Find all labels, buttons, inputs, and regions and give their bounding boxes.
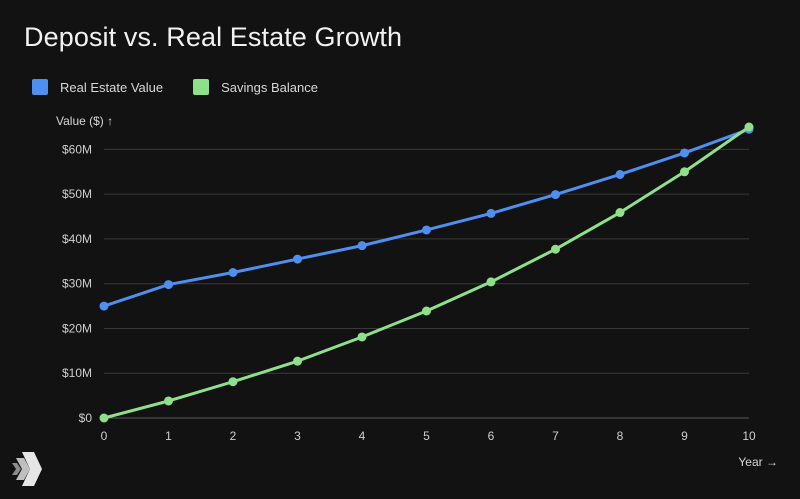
chart-title: Deposit vs. Real Estate Growth (24, 22, 403, 52)
y-tick-label: $30M (62, 277, 92, 291)
data-point-savings (228, 377, 238, 387)
x-tick-label: 5 (423, 429, 430, 443)
x-axis-label: Year → (738, 455, 778, 469)
legend: Real Estate Value Savings Balance (32, 79, 348, 95)
data-point-savings (99, 413, 109, 423)
data-point-savings (551, 244, 560, 254)
legend-label-savings: Savings Balance (221, 79, 318, 95)
data-point-real-estate (164, 280, 173, 290)
logo-icon (12, 452, 42, 486)
x-tick-label: 2 (230, 429, 237, 443)
legend-swatch-real-estate (32, 79, 48, 95)
x-tick-label: 9 (681, 429, 688, 443)
legend-swatch-savings (193, 79, 210, 95)
legend-item-real-estate: Real Estate Value (32, 79, 163, 95)
data-point-real-estate (615, 169, 625, 179)
y-tick-label: $50M (62, 187, 92, 201)
legend-item-savings: Savings Balance (193, 79, 318, 95)
data-point-savings (422, 306, 431, 316)
x-tick-label: 0 (101, 429, 108, 443)
y-tick-label: $60M (62, 142, 92, 156)
data-point-savings (357, 332, 367, 342)
series-line-real-estate (102, 127, 751, 308)
data-point-real-estate (357, 241, 367, 251)
data-point-savings (680, 167, 689, 177)
x-tick-label: 3 (294, 429, 301, 443)
x-tick-label: 1 (165, 429, 172, 443)
legend-label-real-estate: Real Estate Value (60, 79, 164, 95)
x-tick-label: 7 (552, 429, 559, 443)
y-tick-label: $20M (62, 321, 92, 335)
series-line-savings (102, 125, 751, 420)
data-point-savings (164, 396, 173, 406)
data-point-real-estate (422, 225, 431, 235)
data-point-real-estate (228, 268, 238, 277)
data-point-savings (486, 277, 496, 287)
x-tick-label: 4 (359, 429, 366, 443)
data-point-real-estate (486, 208, 496, 218)
x-tick-label: 6 (488, 429, 495, 443)
data-point-real-estate (293, 254, 302, 264)
y-axis-label: Value ($) ↑ (56, 114, 114, 128)
data-point-savings (615, 208, 625, 218)
data-point-savings (744, 122, 754, 132)
x-tick-label: 8 (617, 429, 624, 443)
data-point-real-estate (680, 148, 689, 158)
data-point-real-estate (551, 190, 560, 200)
data-point-savings (293, 356, 302, 366)
data-point-real-estate (99, 301, 109, 311)
y-tick-label: $0 (79, 411, 93, 425)
y-tick-label: $40M (62, 232, 92, 246)
x-tick-label: 10 (742, 429, 756, 443)
y-tick-label: $10M (62, 366, 92, 380)
